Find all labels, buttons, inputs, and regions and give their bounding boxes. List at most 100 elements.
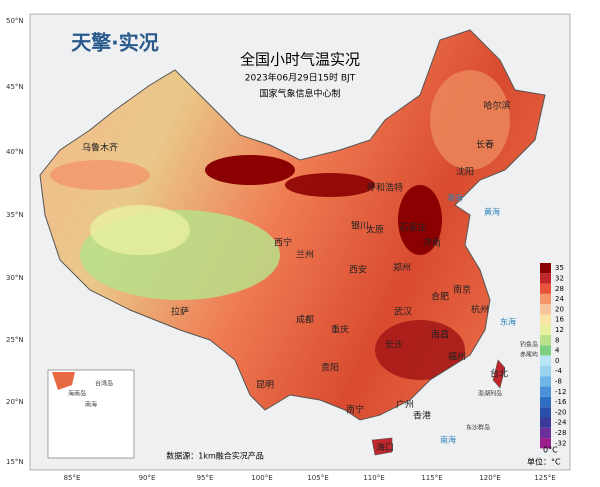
legend-swatch — [540, 376, 551, 387]
city-label: 呼和浩特 — [367, 182, 403, 194]
island-label: 台湾岛 — [95, 380, 113, 388]
city-label: 哈尔滨 — [483, 100, 510, 112]
legend-swatch — [540, 263, 551, 274]
lat-label: 30°N — [6, 274, 24, 282]
lat-label: 45°N — [6, 83, 24, 91]
city-label: 福州 — [448, 351, 466, 363]
city-label: 成都 — [296, 314, 314, 326]
legend-label: -32 — [555, 439, 566, 447]
lon-label: 90°E — [139, 474, 156, 482]
city-label: 杭州 — [471, 304, 489, 316]
island-label: 海南岛 — [68, 390, 86, 398]
lat-label: 40°N — [6, 148, 24, 156]
city-label: 昆明 — [256, 380, 274, 391]
legend-swatch — [540, 335, 551, 346]
sea-label: 南海 — [440, 435, 456, 445]
legend-swatch — [540, 304, 551, 315]
legend-label: 12 — [555, 326, 564, 334]
legend-label: -28 — [555, 429, 566, 437]
producer: 国家气象信息中心制 — [259, 88, 340, 100]
island-label: 南海 — [85, 401, 97, 409]
legend-label: 20 — [555, 305, 564, 313]
legend-swatch — [540, 273, 551, 284]
lon-label: 125°E — [534, 474, 555, 482]
city-label: 拉萨 — [171, 306, 189, 318]
legend-swatch — [540, 386, 551, 397]
lon-label: 105°E — [307, 474, 328, 482]
legend-label: -16 — [555, 398, 567, 406]
legend-label: 0 — [555, 357, 559, 365]
lat-label: 25°N — [6, 336, 24, 344]
source: 数据源：1km融合实况产品 — [166, 451, 264, 461]
city-label: 香港 — [413, 410, 431, 422]
lon-label: 110°E — [363, 474, 384, 482]
city-label: 合肥 — [431, 291, 449, 303]
logo: 天擎·实况 — [71, 31, 159, 55]
legend-label: -20 — [555, 408, 566, 416]
lat-label: 50°N — [6, 17, 24, 25]
lon-label: 100°E — [251, 474, 272, 482]
city-label: 海口 — [376, 442, 394, 454]
city-label: 武汉 — [394, 306, 412, 318]
legend-label: 8 — [555, 336, 559, 344]
lon-label: 85°E — [64, 474, 81, 482]
city-label: 西宁 — [274, 237, 292, 249]
sea-label: 东海 — [500, 317, 516, 327]
city-label: 南京 — [453, 284, 471, 296]
legend-swatch — [540, 283, 551, 294]
legend-label: 32 — [555, 274, 564, 282]
legend-swatch — [540, 417, 551, 428]
title: 全国小时气温实况 — [240, 51, 360, 69]
city-label: 广州 — [396, 399, 414, 411]
city-label: 贵阳 — [321, 362, 339, 374]
city-label: 重庆 — [331, 324, 349, 336]
legend-swatch — [540, 355, 551, 366]
city-label: 台北 — [490, 368, 508, 380]
lon-label: 120°E — [479, 474, 500, 482]
city-label: 乌鲁木齐 — [82, 142, 118, 154]
legend-swatch — [540, 427, 551, 439]
island-label: 澎湖列岛 — [478, 390, 502, 398]
sea-label: 渤海 — [447, 193, 463, 203]
city-label: 兰州 — [296, 249, 314, 261]
legend-label: 16 — [555, 316, 564, 324]
lon-label: 95°E — [197, 474, 214, 482]
lat-label: 35°N — [6, 211, 24, 219]
lat-label: 20°N — [6, 398, 24, 406]
legend-label: 4 — [555, 347, 560, 355]
legend-swatch — [540, 314, 551, 325]
lat-label: 15°N — [6, 458, 24, 466]
legend-swatch — [540, 396, 551, 408]
legend-label: 24 — [555, 295, 564, 303]
island-label: 东沙群岛 — [466, 424, 490, 432]
city-label: 太原 — [366, 224, 384, 236]
city-label: 银川 — [351, 220, 369, 232]
city-label: 南昌 — [431, 329, 449, 341]
sea-label: 黄海 — [484, 207, 500, 217]
legend-label: -8 — [555, 377, 562, 385]
legend-label: -24 — [555, 419, 567, 427]
time: 2023年06月29日15时 BJT — [245, 72, 356, 84]
city-label: 长春 — [476, 139, 494, 151]
city-label: 长沙 — [385, 339, 403, 351]
city-label: 南宁 — [346, 404, 364, 416]
legend-label: -12 — [555, 388, 566, 396]
legend-label: 35 — [555, 264, 564, 272]
legend-swatch — [540, 293, 551, 305]
legend-swatch — [540, 366, 551, 377]
island-label: 赤尾屿 — [520, 351, 538, 359]
zero-label: 0°C — [543, 446, 558, 455]
legend-swatch — [540, 407, 551, 418]
legend-swatch — [540, 438, 551, 449]
city-label: 济南 — [423, 237, 441, 249]
legend-label: 28 — [555, 285, 564, 293]
city-label: 沈阳 — [456, 166, 474, 178]
city-label: 西安 — [349, 264, 367, 276]
legend-label: -4 — [555, 367, 563, 375]
island-label: 钓鱼岛 — [520, 341, 538, 349]
legend-swatch — [540, 324, 551, 336]
city-label: 郑州 — [393, 262, 411, 274]
unit: 单位：°C — [527, 457, 561, 467]
